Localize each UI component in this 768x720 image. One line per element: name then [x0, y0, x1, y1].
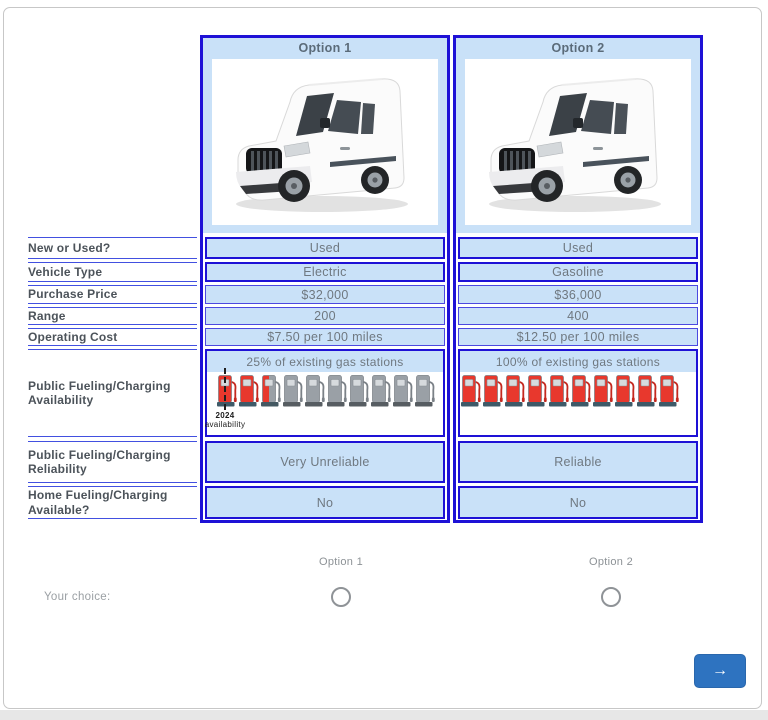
cell-new_or_used-option-2: Used: [458, 237, 698, 259]
fuel-pump-icon: [415, 375, 435, 407]
option-2-column: Option 2 Used Gasoline $36,000 400 $12.50 pe…: [453, 35, 703, 523]
fuel-pump-icon: [283, 375, 303, 407]
cell-operating_cost-option-2: $12.50 per 100 miles: [458, 328, 698, 346]
option-2-vehicle-image: [465, 59, 691, 225]
your-choice-label: Your choice:: [44, 591, 111, 603]
fuel-pump-icon: [637, 375, 657, 407]
fuel-pump-icon: [327, 375, 347, 407]
cell-operating_cost-option-1: $7.50 per 100 miles: [205, 328, 445, 346]
fuel-pump-row-option-2: [461, 374, 680, 407]
cell-purchase_price-option-1: $32,000: [205, 285, 445, 304]
option-1-vehicle-image: [212, 59, 438, 225]
row-label-new_or_used: New or Used?: [28, 237, 197, 259]
availability-caption-option-2: 100% of existing gas stations: [460, 351, 696, 372]
row-label-purchase_price: Purchase Price: [28, 285, 197, 304]
availability-marker-caption: availability: [204, 420, 246, 429]
cell-range-option-2: 400: [458, 307, 698, 325]
availability-marker-year: 2024: [215, 411, 235, 420]
option-2-header-title: Option 2: [551, 41, 605, 55]
row-label-operating_cost: Operating Cost: [28, 328, 197, 346]
fuel-pump-icon: [615, 375, 635, 407]
next-button[interactable]: →: [694, 654, 746, 688]
choice-option-2-radio[interactable]: [601, 587, 621, 607]
row-label-reliability: Public Fueling/Charging Reliability: [28, 441, 197, 483]
option-1-header-cell: Option 1: [203, 38, 447, 233]
cell-availability-option-1: 25% of existing gas stations 2024 availabi…: [205, 349, 445, 437]
cell-home-option-2: No: [458, 486, 698, 519]
choice-option-1-radio[interactable]: [331, 587, 351, 607]
fuel-pump-icon: [527, 375, 547, 407]
fuel-pump-row-option-1: [217, 374, 436, 407]
availability-caption-option-1: 25% of existing gas stations: [207, 351, 443, 372]
fuel-pump-icon: [593, 375, 613, 407]
option-1-header-title: Option 1: [298, 41, 352, 55]
choice-option-1-label: Option 1: [319, 556, 363, 568]
cell-vehicle_type-option-1: Electric: [205, 262, 445, 282]
row-label-availability: Public Fueling/Charging Availability: [28, 349, 197, 437]
fuel-pump-icon: [483, 375, 503, 407]
cell-range-option-1: 200: [205, 307, 445, 325]
fuel-pump-icon: [217, 375, 237, 407]
cell-availability-option-2: 100% of existing gas stations: [458, 349, 698, 437]
option-2-header-cell: Option 2: [456, 38, 700, 233]
fuel-pump-icon: [549, 375, 569, 407]
fuel-pump-icon: [393, 375, 413, 407]
cell-home-option-1: No: [205, 486, 445, 519]
white-van-illustration: [489, 78, 661, 212]
row-label-vehicle_type: Vehicle Type: [28, 262, 197, 282]
option-1-column: Option 1 Used Electric $32,000 200 $7.50 per…: [200, 35, 450, 523]
fuel-pump-icon: [505, 375, 525, 407]
fuel-pump-icon: [305, 375, 325, 407]
fuel-pump-icon: [659, 375, 679, 407]
cell-reliability-option-2: Reliable: [458, 441, 698, 483]
cell-new_or_used-option-1: Used: [205, 237, 445, 259]
fuel-pump-icon: [239, 375, 259, 407]
fuel-pump-icon: [571, 375, 591, 407]
choice-option-2-label: Option 2: [589, 556, 633, 568]
page-bottom-strip: [0, 710, 768, 720]
fuel-pump-icon: [261, 375, 281, 407]
fuel-pump-icon: [371, 375, 391, 407]
row-label-range: Range: [28, 307, 197, 325]
cell-purchase_price-option-2: $36,000: [458, 285, 698, 304]
row-label-home: Home Fueling/Charging Available?: [28, 486, 197, 519]
cell-vehicle_type-option-2: Gasoline: [458, 262, 698, 282]
fuel-pump-icon: [349, 375, 369, 407]
white-van-illustration: [236, 78, 408, 212]
fuel-pump-icon: [461, 375, 481, 407]
availability-marker-line: [224, 368, 226, 410]
cell-reliability-option-1: Very Unreliable: [205, 441, 445, 483]
